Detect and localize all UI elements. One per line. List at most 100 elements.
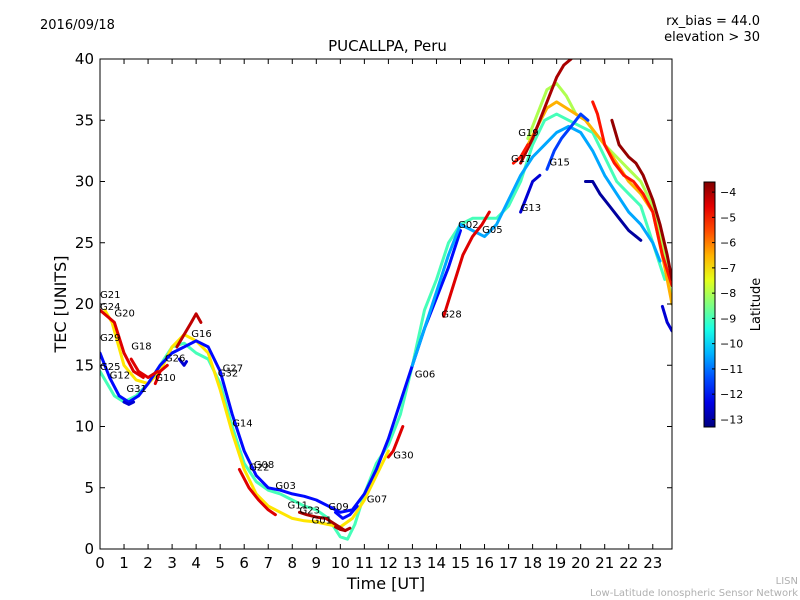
- satellite-label-G12: G12: [110, 371, 130, 382]
- x-tick-label: 15: [451, 554, 470, 572]
- colorbar-label: Latitude: [749, 278, 764, 332]
- x-tick-label: 20: [571, 554, 590, 572]
- x-tick-label: 1: [119, 554, 129, 572]
- colorbar-tick-label: −13: [720, 413, 743, 426]
- satellite-label-G30: G30: [393, 450, 413, 461]
- x-tick-label: 0: [95, 554, 105, 572]
- x-tick-label: 3: [167, 554, 177, 572]
- footer-network-name: Low-Latitude Ionospheric Sensor Network: [590, 588, 798, 599]
- series-line-G09seg: [334, 504, 359, 520]
- series-line-G30seg: [386, 425, 405, 459]
- series-line-G01seg: [334, 525, 352, 533]
- x-tick-label: 5: [215, 554, 225, 572]
- satellite-label-G16: G16: [191, 329, 211, 340]
- colorbar-tick-label: −11: [720, 363, 743, 376]
- series-line-G28seg: [442, 210, 491, 318]
- x-tick-label: 14: [427, 554, 446, 572]
- x-tick-label: 6: [239, 554, 249, 572]
- colorbar-tick-label: −4: [720, 186, 736, 199]
- series-line-C: [100, 229, 462, 514]
- y-tick-label: 20: [75, 295, 94, 313]
- x-tick-label: 18: [523, 554, 542, 572]
- series-line-G24seg: [591, 100, 672, 288]
- satellite-label-G23: G23: [300, 506, 320, 517]
- satellite-label-G21: G21: [100, 290, 120, 301]
- y-tick-label: 40: [75, 50, 94, 68]
- satellite-label-G22: G22: [249, 463, 269, 474]
- elevation-label: elevation > 30: [664, 30, 760, 45]
- series-line-G12tail: [660, 304, 672, 333]
- satellite-label-G02: G02: [458, 220, 478, 231]
- satellite-label-G29: G29: [100, 333, 120, 344]
- y-tick-label: 25: [75, 234, 94, 252]
- series-line-G18seg: [129, 357, 160, 379]
- rx-bias-label: rx_bias = 44.0: [666, 14, 760, 29]
- x-tick-label: 11: [355, 554, 374, 572]
- satellite-label-G31: G31: [126, 384, 146, 395]
- chart-title: PUCALLPA, Peru: [328, 37, 447, 55]
- colorbar-tick-label: −5: [720, 211, 736, 224]
- date-label: 2016/09/18: [40, 18, 115, 33]
- colorbar: [703, 181, 716, 428]
- satellite-label-G27: G27: [223, 363, 243, 374]
- colorbar-tick-label: −8: [720, 287, 736, 300]
- series-line-G11seg: [298, 510, 347, 533]
- satellite-label-G01: G01: [312, 515, 332, 526]
- satellite-label-G18: G18: [131, 341, 151, 352]
- y-tick-label: 0: [84, 540, 94, 558]
- series-line-G29seg: [610, 118, 672, 281]
- colorbar-tick-label: −9: [720, 312, 736, 325]
- satellite-label-G11: G11: [288, 501, 308, 512]
- series-line-G26seg: [177, 357, 188, 367]
- x-tick-label: 23: [643, 554, 662, 572]
- footer-lisn: LISN: [775, 576, 798, 587]
- satellite-label-G15: G15: [549, 158, 569, 169]
- plot-frame: [99, 58, 673, 550]
- satellite-label-G24: G24: [100, 302, 120, 313]
- colorbar-tick-label: −7: [720, 262, 736, 275]
- series-line-G10seg: [153, 363, 169, 386]
- colorbar-tick-label: −6: [720, 237, 736, 250]
- satellite-label-G07: G07: [367, 494, 387, 505]
- series-line-G19seg: [519, 59, 573, 165]
- satellite-label-G09: G09: [328, 502, 348, 513]
- colorbar-tick-label: −12: [720, 388, 743, 401]
- colorbar-tick-label: −10: [720, 338, 743, 351]
- y-tick-label: 30: [75, 173, 94, 191]
- satellite-label-G14: G14: [232, 419, 252, 430]
- satellite-label-G10: G10: [155, 373, 175, 384]
- x-tick-label: 21: [595, 554, 614, 572]
- x-tick-label: 13: [403, 554, 422, 572]
- series-line-G17seg: [511, 143, 530, 165]
- series-line-D: [410, 124, 662, 367]
- series-line-G15seg: [545, 112, 590, 171]
- x-tick-label: 12: [379, 554, 398, 572]
- satellite-label-G20: G20: [114, 308, 134, 319]
- satellite-label-G06: G06: [415, 370, 435, 381]
- y-tick-label: 15: [75, 356, 94, 374]
- x-tick-label: 9: [312, 554, 322, 572]
- series-line-G21seg: [100, 308, 145, 379]
- x-axis-label: Time [UT]: [346, 574, 425, 593]
- satellite-label-G08: G08: [254, 460, 274, 471]
- satellite-label-G25: G25: [100, 362, 120, 373]
- satellite-label-G32: G32: [218, 368, 238, 379]
- series-line-A: [100, 112, 667, 541]
- x-tick-label: 17: [499, 554, 518, 572]
- satellite-label-G05: G05: [482, 225, 502, 236]
- x-tick-label: 16: [475, 554, 494, 572]
- series-line-G13seg: [519, 173, 542, 214]
- satellite-label-G17: G17: [511, 154, 531, 165]
- series-line-G08seg: [237, 467, 277, 517]
- series-line-G31seg: [122, 400, 136, 406]
- y-tick-label: 10: [75, 418, 94, 436]
- series-line-G25seg: [584, 180, 643, 242]
- x-tick-label: 10: [331, 554, 350, 572]
- satellite-label-G28: G28: [441, 310, 461, 321]
- x-tick-label: 8: [287, 554, 297, 572]
- satellite-label-G13: G13: [521, 203, 541, 214]
- y-tick-label: 35: [75, 111, 94, 129]
- satellite-label-G03: G03: [275, 481, 295, 492]
- satellite-label-G26: G26: [165, 354, 185, 365]
